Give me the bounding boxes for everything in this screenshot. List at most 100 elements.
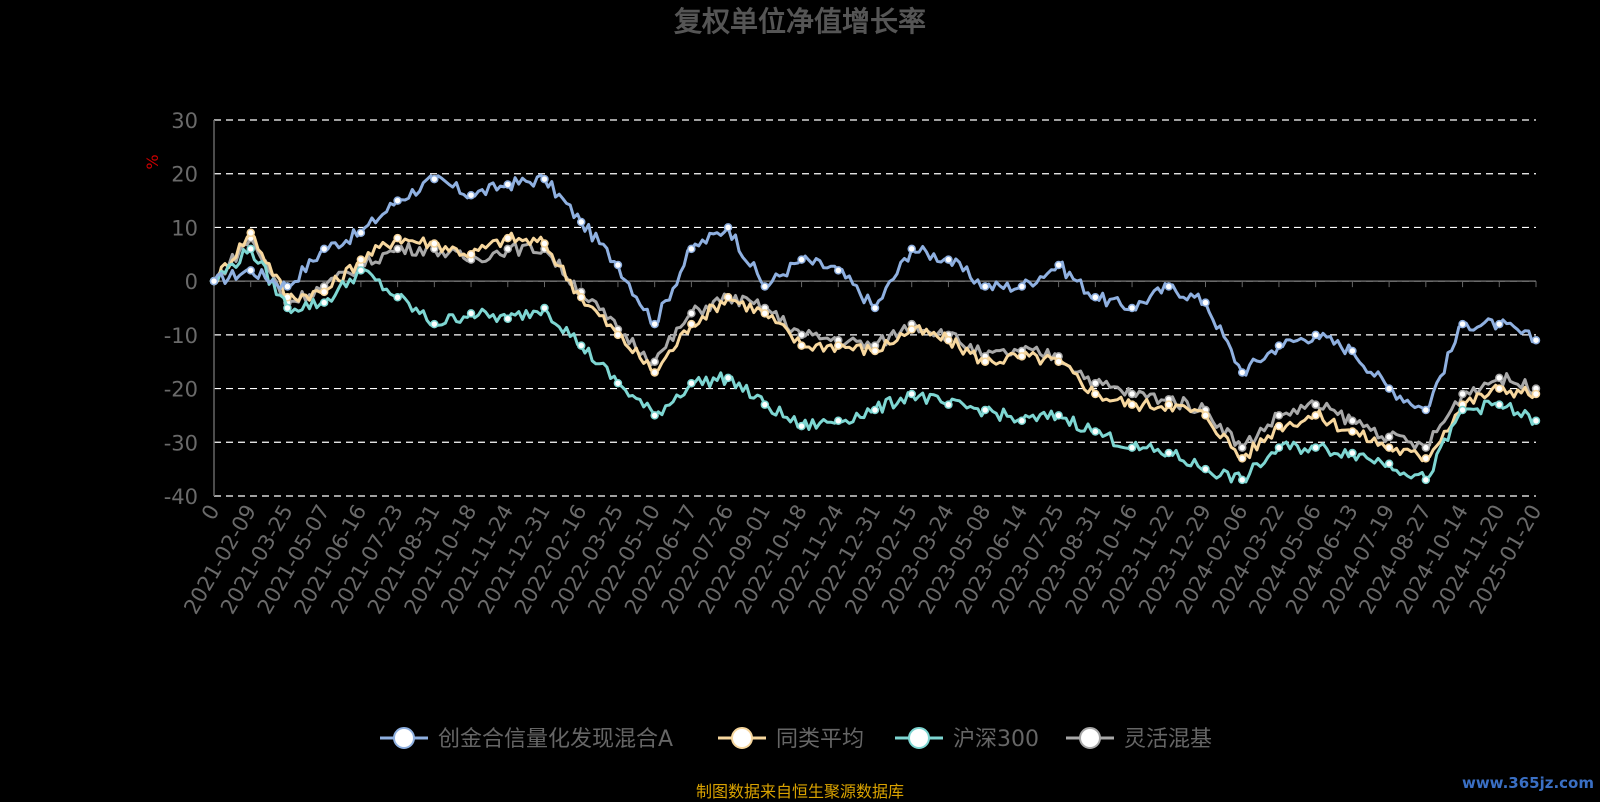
x-tick-label: 0	[197, 501, 224, 525]
legend-item[interactable]: 沪深300	[895, 727, 1039, 752]
y-axis-label: %	[143, 154, 162, 169]
legend-label: 灵活混基	[1124, 727, 1212, 752]
data-point	[687, 309, 696, 318]
y-tick-label: -10	[164, 324, 198, 348]
data-point	[870, 346, 880, 356]
data-point	[319, 298, 329, 307]
data-point	[1495, 384, 1504, 393]
data-point	[760, 282, 770, 291]
data-point	[1054, 411, 1063, 420]
legend-marker	[1079, 727, 1101, 749]
data-point	[319, 287, 329, 297]
data-point	[1127, 303, 1137, 313]
data-point	[834, 341, 843, 350]
data-point	[466, 309, 476, 318]
data-point	[1495, 400, 1504, 409]
data-point	[613, 330, 623, 340]
data-point	[246, 228, 255, 238]
legend-item[interactable]: 同类平均	[718, 727, 864, 752]
data-point	[870, 303, 880, 313]
data-point	[870, 405, 880, 415]
data-point	[1384, 459, 1394, 469]
legend-marker	[731, 727, 753, 749]
data-point	[1091, 293, 1100, 302]
data-point	[1237, 454, 1247, 463]
data-point	[1164, 448, 1174, 458]
legend-label: 沪深300	[953, 727, 1039, 752]
legend[interactable]: 创金合信量化发现混合A 同类平均 沪深300 灵活混基	[380, 727, 1212, 752]
data-point	[1237, 368, 1247, 377]
data-point	[1127, 389, 1137, 399]
data-point	[1017, 416, 1027, 426]
data-point	[1201, 298, 1210, 307]
data-point	[1531, 335, 1541, 345]
data-point	[1274, 443, 1284, 452]
data-point	[1384, 432, 1394, 442]
data-point	[687, 244, 696, 254]
data-point	[1237, 443, 1247, 452]
data-point	[1384, 384, 1394, 393]
y-tick-label: -30	[164, 431, 198, 455]
data-point	[356, 255, 366, 264]
data-point	[246, 266, 255, 275]
data-point	[1348, 416, 1357, 426]
data-point	[576, 217, 586, 227]
data-point	[503, 244, 513, 254]
data-point	[1237, 475, 1247, 485]
data-point	[613, 378, 623, 388]
chart-title: 复权单位净值增长率	[674, 5, 926, 38]
data-point	[907, 244, 916, 254]
data-point	[1348, 427, 1357, 436]
data-point	[723, 373, 733, 383]
data-point	[980, 405, 990, 415]
data-point	[1421, 405, 1431, 415]
data-point	[1311, 330, 1320, 340]
data-point	[944, 335, 953, 345]
data-point	[687, 378, 696, 388]
data-point	[1164, 282, 1174, 291]
data-point	[797, 421, 806, 431]
data-point	[1495, 319, 1504, 329]
data-point	[466, 190, 476, 200]
series-lines	[209, 173, 1541, 485]
data-source-credit: 制图数据来自恒生聚源数据库	[695, 782, 904, 801]
legend-marker	[393, 727, 415, 749]
data-point	[466, 250, 476, 259]
data-point	[430, 174, 439, 184]
data-point	[1201, 464, 1210, 474]
y-axis-ticks: 30 20 10 0 -10 -20 -30 -40	[164, 109, 198, 509]
data-point	[1091, 378, 1100, 388]
data-point	[1421, 443, 1431, 452]
data-point	[503, 314, 513, 323]
legend-label: 创金合信量化发现混合A	[438, 727, 673, 752]
y-tick-label: 0	[185, 270, 198, 294]
y-tick-label: 20	[171, 163, 198, 187]
data-point	[1531, 389, 1541, 399]
data-point	[1458, 405, 1467, 415]
data-point	[319, 244, 329, 254]
data-point	[1458, 319, 1467, 329]
data-point	[1127, 443, 1137, 452]
data-point	[1091, 427, 1100, 436]
legend-item[interactable]: 灵活混基	[1066, 727, 1212, 752]
data-point	[1054, 260, 1063, 270]
data-point	[1091, 389, 1100, 399]
data-point	[650, 319, 659, 329]
data-point	[540, 239, 549, 248]
data-point	[209, 276, 219, 286]
legend-item[interactable]: 创金合信量化发现混合A	[380, 727, 673, 752]
data-point	[1274, 411, 1284, 420]
data-point	[907, 389, 916, 399]
data-point	[1311, 411, 1320, 420]
data-point	[1274, 421, 1284, 431]
data-point	[723, 223, 733, 232]
data-point	[980, 282, 990, 291]
data-point	[1164, 400, 1174, 409]
data-point	[1274, 341, 1284, 350]
data-point	[1311, 443, 1320, 452]
data-point	[797, 341, 806, 350]
data-point	[650, 368, 659, 377]
data-point	[540, 303, 549, 313]
data-point	[430, 319, 439, 329]
